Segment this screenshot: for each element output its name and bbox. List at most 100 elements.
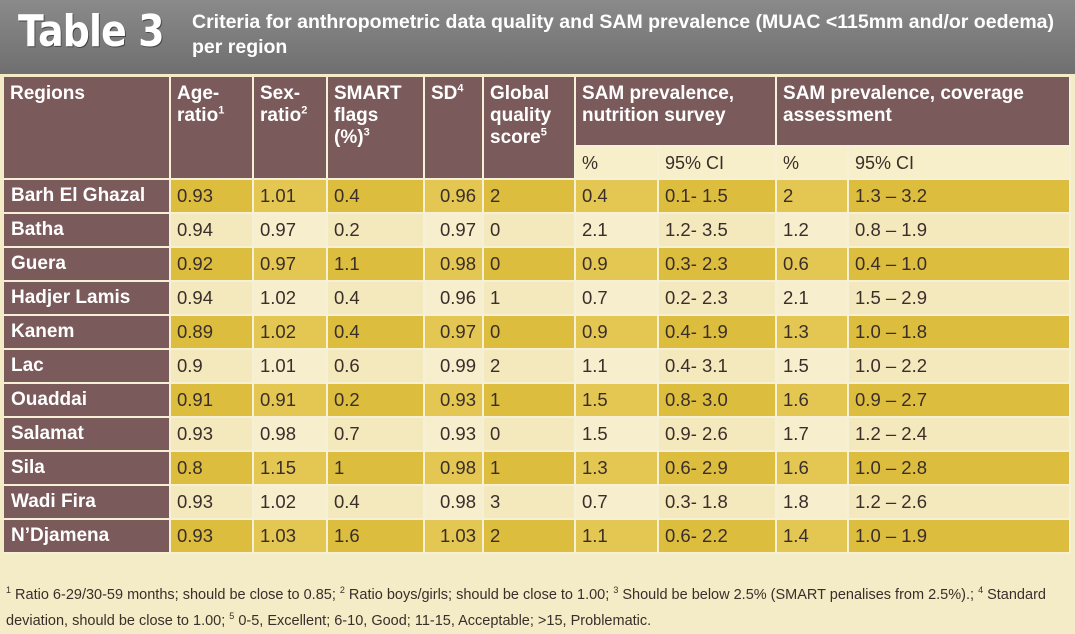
cell-region: Salamat [4,418,171,452]
cell-sex-ratio: 1.15 [254,452,328,486]
table-row: Wadi Fira 0.93 1.02 0.4 0.98 3 0.7 0.3- 1.8 1.8 1… [4,486,1072,520]
table-label: Table 3 [18,6,165,57]
header-sd: SD4 [425,77,484,180]
cell-coverage-pct: 1.4 [777,520,850,554]
footnote: 1 Ratio 6-29/30-59 months; should be clo… [6,580,1072,632]
table-row: Guera 0.92 0.97 1.1 0.98 0 0.9 0.3- 2.3 0.6 0.4 –… [4,248,1072,282]
table-row: Lac 0.9 1.01 0.6 0.99 2 1.1 0.4- 3.1 1.5 1.0 – 2.… [4,350,1072,384]
data-table-container: Regions Age-ratio1 Sex-ratio2 SMART flag… [4,77,1072,554]
cell-age-ratio: 0.93 [171,520,254,554]
cell-sd: 0.99 [425,350,484,384]
cell-coverage-pct: 1.5 [777,350,850,384]
cell-survey-ci: 0.6- 2.9 [659,452,778,486]
footnote-marker: 3 [613,585,619,595]
cell-coverage-pct: 0.6 [777,248,850,282]
table-row: Sila 0.8 1.15 1 0.98 1 1.3 0.6- 2.9 1.6 1.0 – 2.8 [4,452,1072,486]
cell-sex-ratio: 1.03 [254,520,328,554]
cell-coverage-pct: 1.6 [777,452,850,486]
cell-survey-ci: 0.6- 2.2 [659,520,778,554]
footnote-text: 0-5, Excellent; 6-10, Good; 11-15, Accep… [234,612,652,629]
subheader-coverage-pct: % [777,147,850,180]
cell-coverage-ci: 1.3 – 3.2 [849,180,1072,214]
header-sex-ratio: Sex-ratio2 [254,77,328,180]
cell-coverage-pct: 1.3 [777,316,850,350]
cell-survey-ci: 0.2- 2.3 [659,282,778,316]
footnote-marker: 1 [6,585,12,595]
footnote-marker: 5 [229,610,235,621]
cell-sd: 0.97 [425,316,484,350]
cell-survey-pct: 0.9 [576,316,659,350]
cell-region: Guera [4,248,171,282]
cell-survey-pct: 1.5 [576,384,659,418]
cell-sd: 0.93 [425,418,484,452]
cell-global-quality: 2 [484,520,576,554]
cell-coverage-ci: 0.9 – 2.7 [849,384,1072,418]
subheader-survey-pct: % [576,147,659,180]
header-regions: Regions [4,77,171,180]
cell-survey-pct: 1.1 [576,520,659,554]
cell-sex-ratio: 1.02 [254,282,328,316]
title-bar: Table 3 Criteria for anthropometric data… [0,0,1075,74]
cell-survey-ci: 0.1- 1.5 [659,180,778,214]
cell-sd: 0.98 [425,486,484,520]
cell-smart-flags: 0.4 [328,180,425,214]
cell-smart-flags: 0.6 [328,350,425,384]
cell-coverage-ci: 1.0 – 1.9 [849,520,1072,554]
cell-region: Batha [4,214,171,248]
cell-age-ratio: 0.94 [171,282,254,316]
cell-sd: 0.98 [425,248,484,282]
cell-region: Sila [4,452,171,486]
cell-coverage-pct: 2 [777,180,850,214]
cell-region: Wadi Fira [4,486,171,520]
subheader-survey-ci: 95% CI [659,147,778,180]
cell-survey-pct: 1.1 [576,350,659,384]
cell-region: Barh El Ghazal [4,180,171,214]
cell-smart-flags: 1.6 [328,520,425,554]
cell-survey-ci: 0.4- 1.9 [659,316,778,350]
cell-smart-flags: 0.4 [328,282,425,316]
cell-global-quality: 1 [484,282,576,316]
cell-smart-flags: 1 [328,452,425,486]
cell-age-ratio: 0.91 [171,384,254,418]
header-sam-coverage: SAM prevalence, coverage assessment [777,77,1072,147]
cell-coverage-ci: 0.4 – 1.0 [849,248,1072,282]
cell-coverage-pct: 1.7 [777,418,850,452]
cell-survey-pct: 0.9 [576,248,659,282]
cell-coverage-ci: 1.5 – 2.9 [849,282,1072,316]
cell-coverage-pct: 2.1 [777,282,850,316]
table-row: Ouaddai 0.91 0.91 0.2 0.93 1 1.5 0.8- 3.0 1.6 0.9… [4,384,1072,418]
cell-age-ratio: 0.93 [171,180,254,214]
cell-sd: 0.98 [425,452,484,486]
footnote-marker: 4 [978,585,984,595]
cell-age-ratio: 0.89 [171,316,254,350]
cell-survey-ci: 1.2- 3.5 [659,214,778,248]
cell-sex-ratio: 1.02 [254,316,328,350]
cell-sex-ratio: 1.01 [254,350,328,384]
cell-sd: 1.03 [425,520,484,554]
cell-survey-pct: 0.4 [576,180,659,214]
cell-global-quality: 2 [484,180,576,214]
cell-smart-flags: 0.4 [328,316,425,350]
cell-survey-ci: 0.3- 2.3 [659,248,778,282]
cell-region: N’Djamena [4,520,171,554]
cell-coverage-pct: 1.2 [777,214,850,248]
cell-coverage-ci: 1.2 – 2.6 [849,486,1072,520]
cell-survey-pct: 1.5 [576,418,659,452]
footnote-text: Ratio 6-29/30-59 months; should be close… [11,586,340,603]
cell-sex-ratio: 0.91 [254,384,328,418]
cell-survey-ci: 0.8- 3.0 [659,384,778,418]
header-global-quality: Global quality score5 [484,77,576,180]
cell-coverage-pct: 1.8 [777,486,850,520]
cell-smart-flags: 0.2 [328,384,425,418]
table-row: Batha 0.94 0.97 0.2 0.97 0 2.1 1.2- 3.5 1.2 0.8 –… [4,214,1072,248]
cell-smart-flags: 0.2 [328,214,425,248]
cell-global-quality: 2 [484,350,576,384]
header-sam-survey: SAM prevalence, nutrition survey [576,77,778,147]
cell-sex-ratio: 0.97 [254,248,328,282]
cell-survey-ci: 0.9- 2.6 [659,418,778,452]
cell-region: Hadjer Lamis [4,282,171,316]
table-row: Barh El Ghazal 0.93 1.01 0.4 0.96 2 0.4 0.1- 1.… [4,180,1072,214]
footnote-text: Should be below 2.5% (SMART penalises fr… [618,586,979,603]
footnote-marker: 2 [339,585,345,595]
cell-sd: 0.97 [425,214,484,248]
